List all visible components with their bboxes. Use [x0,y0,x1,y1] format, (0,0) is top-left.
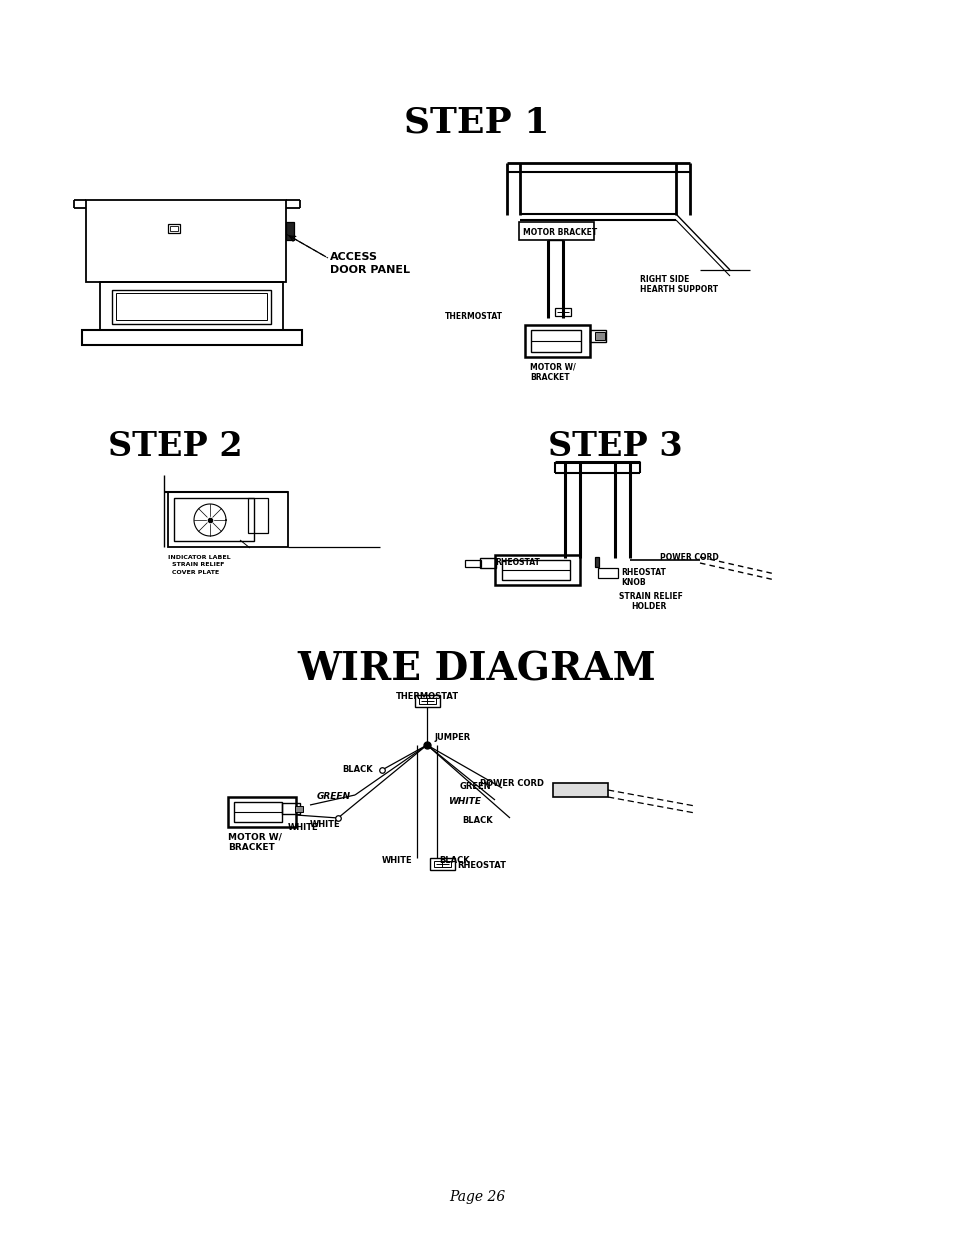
Bar [170,226,178,231]
Bar [430,858,455,869]
Text: KNOB: KNOB [620,578,645,587]
Bar [434,861,451,867]
Text: STRAIN RELIEF: STRAIN RELIEF [618,592,682,601]
Text: HOLDER: HOLDER [630,601,666,611]
Text: RIGHT SIDE: RIGHT SIDE [639,275,689,284]
Bar [479,558,496,568]
Bar [555,308,571,316]
Text: BRACKET: BRACKET [530,373,569,382]
Bar [524,325,589,357]
Bar [116,293,267,320]
Text: BRACKET: BRACKET [228,844,274,852]
Text: MOTOR BRACKET: MOTOR BRACKET [522,228,597,237]
Bar [248,498,268,534]
Bar [294,806,303,811]
Bar [82,330,302,345]
Text: WHITE: WHITE [381,856,413,864]
Text: DOOR PANEL: DOOR PANEL [330,266,410,275]
Bar [595,332,604,340]
Text: POWER CORD: POWER CORD [659,553,718,562]
Text: BLACK: BLACK [438,856,469,864]
Text: WIRE DIAGRAM: WIRE DIAGRAM [297,650,656,688]
Text: WHITE: WHITE [310,820,340,829]
Text: RHEOSTAT: RHEOSTAT [620,568,665,577]
Text: BLACK: BLACK [461,816,492,825]
Text: STRAIN RELIEF: STRAIN RELIEF [172,562,224,567]
Bar [598,568,618,578]
Text: POWER CORD: POWER CORD [479,779,543,788]
Text: BLACK: BLACK [341,764,373,774]
Bar [418,698,436,704]
Bar [595,557,598,567]
Bar [553,783,607,797]
Text: THERMOSTAT: THERMOSTAT [395,692,458,701]
Text: MOTOR W/: MOTOR W/ [530,362,576,370]
Text: COVER PLATE: COVER PLATE [172,571,219,576]
Text: STEP 1: STEP 1 [404,105,549,140]
Bar [518,222,594,240]
Bar [589,330,605,342]
Text: GREEN: GREEN [459,782,491,790]
Bar [233,802,282,823]
Bar [464,559,480,567]
Text: JUMPER: JUMPER [434,734,470,742]
Text: ACCESS: ACCESS [330,252,377,262]
Text: INDICATOR LABEL: INDICATOR LABEL [168,555,231,559]
Bar [282,803,299,814]
Bar [86,200,286,282]
Text: WHITE: WHITE [288,823,318,832]
Text: Page 26: Page 26 [449,1191,504,1204]
Bar [228,797,295,827]
Bar [168,224,180,233]
Text: STEP 2: STEP 2 [108,430,242,463]
Bar [501,559,569,580]
Text: RHEOSTAT: RHEOSTAT [495,558,539,567]
Text: HEARTH SUPPORT: HEARTH SUPPORT [639,285,718,294]
Text: MOTOR W/: MOTOR W/ [228,832,281,841]
Bar [168,492,288,547]
Text: THERMOSTAT: THERMOSTAT [444,312,502,321]
Text: GREEN: GREEN [316,792,351,802]
Bar [286,222,294,240]
Bar [495,555,579,585]
Bar [112,290,271,324]
Bar [100,282,283,330]
Text: RHEOSTAT: RHEOSTAT [456,861,505,869]
Bar [415,695,439,706]
Text: WHITE: WHITE [448,797,480,806]
Bar [173,498,253,541]
Bar [531,330,580,352]
Text: STEP 3: STEP 3 [547,430,681,463]
